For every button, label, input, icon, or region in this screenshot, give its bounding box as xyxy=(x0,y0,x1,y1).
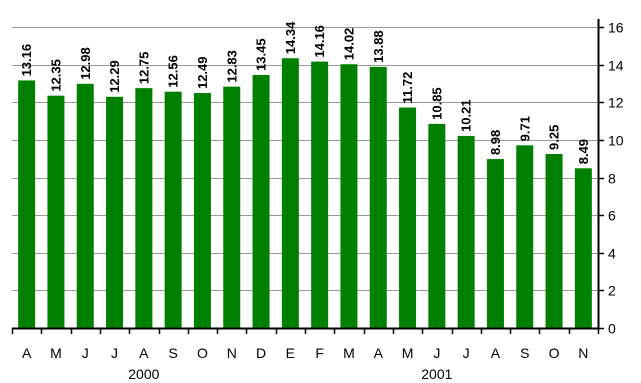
y-tick-label: 10 xyxy=(608,133,624,149)
x-tick-label: M xyxy=(402,345,414,361)
data-label: 14.16 xyxy=(312,25,327,58)
data-label: 12.83 xyxy=(224,50,239,83)
x-tick-label: S xyxy=(168,345,177,361)
bar xyxy=(106,96,124,328)
x-tick-label: M xyxy=(343,345,355,361)
data-label: 10.21 xyxy=(459,99,474,132)
data-label: 8.49 xyxy=(576,139,591,164)
x-tick-label: A xyxy=(374,345,384,361)
year-label: 2001 xyxy=(421,366,452,382)
bar xyxy=(76,83,94,328)
x-tick-label: O xyxy=(549,345,560,361)
data-label: 9.25 xyxy=(547,125,562,150)
data-label: 12.56 xyxy=(166,55,181,88)
data-label: 12.35 xyxy=(48,59,63,92)
bar xyxy=(135,88,153,328)
axes: A M J J A S O N D E F M A M J J A S O N 0 2 4 6 8 10 12 14 16 2000 200… xyxy=(11,19,624,382)
data-label: 11.72 xyxy=(400,72,415,104)
data-label: 13.88 xyxy=(371,30,386,63)
x-tick-label: N xyxy=(578,345,588,361)
y-tick-label: 6 xyxy=(608,208,616,224)
x-tick-label: M xyxy=(50,345,62,361)
bar xyxy=(545,153,563,328)
bar xyxy=(428,123,446,328)
x-tick-label: J xyxy=(111,345,118,361)
data-label: 12.75 xyxy=(136,52,151,85)
bar xyxy=(193,93,211,328)
data-label: 9.71 xyxy=(517,116,532,141)
x-tick-label: A xyxy=(491,345,501,361)
grid-lines xyxy=(12,27,598,291)
data-label: 13.16 xyxy=(19,44,34,77)
x-tick-label: E xyxy=(286,345,295,361)
y-tick-label: 16 xyxy=(608,20,624,36)
y-tick-label: 14 xyxy=(608,58,624,74)
x-tick-label: J xyxy=(463,345,470,361)
bar xyxy=(18,80,36,329)
x-tick-label: N xyxy=(227,345,237,361)
bar xyxy=(47,95,65,328)
data-labels: 13.16 12.35 12.98 12.29 12.75 12.56 12.49 12.83… xyxy=(19,21,591,164)
bar xyxy=(340,64,358,328)
x-tick-label: J xyxy=(82,345,89,361)
data-label: 13.45 xyxy=(254,38,269,71)
data-label: 12.49 xyxy=(195,56,210,89)
x-tick-label: D xyxy=(256,345,266,361)
y-tick-label: 4 xyxy=(608,246,616,262)
y-tick-label: 8 xyxy=(608,171,616,187)
bar xyxy=(164,91,182,328)
y-tick-label: 0 xyxy=(608,321,616,337)
x-tick-label: J xyxy=(433,345,440,361)
bar xyxy=(281,58,299,328)
bar xyxy=(486,159,504,328)
x-tick-label: S xyxy=(520,345,529,361)
y-tick-label: 2 xyxy=(608,283,616,299)
data-label: 14.02 xyxy=(341,28,356,61)
data-label: 14.34 xyxy=(283,21,298,54)
data-label: 10.85 xyxy=(429,87,444,120)
bar xyxy=(311,61,329,329)
bar xyxy=(252,74,270,328)
data-label: 12.29 xyxy=(107,60,122,93)
x-tick-label: O xyxy=(197,345,208,361)
bar xyxy=(574,168,592,328)
y-tick-label: 12 xyxy=(608,95,624,111)
bars xyxy=(18,58,592,329)
x-tick-label: F xyxy=(315,345,324,361)
bar xyxy=(516,145,534,328)
x-tick-label: A xyxy=(139,345,149,361)
year-label: 2000 xyxy=(128,366,159,382)
bar xyxy=(457,135,475,328)
bar xyxy=(369,66,387,328)
bar xyxy=(223,86,241,328)
data-label: 8.98 xyxy=(488,130,503,155)
data-label: 12.98 xyxy=(78,47,93,80)
bar xyxy=(399,107,417,329)
x-tick-label: A xyxy=(22,345,32,361)
